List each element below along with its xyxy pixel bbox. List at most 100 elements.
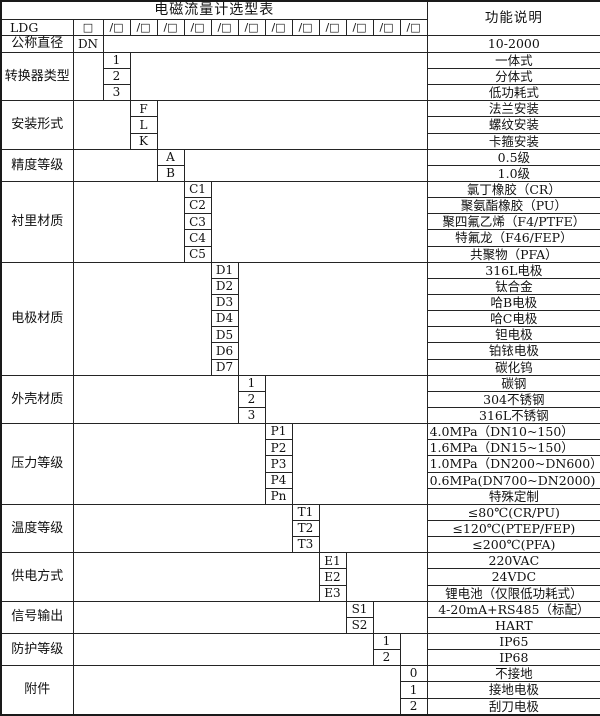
section-label: 衬里材质 (0, 181, 74, 263)
table-row: 安装形式 F 法兰安装 (0, 100, 600, 150)
section-label: 附件 (0, 665, 74, 716)
table-row: C2 聚氨酯橡胶（PU） (1, 197, 600, 215)
table-row: 3 316L不锈钢 (1, 406, 600, 425)
code-cell: L (129, 116, 158, 134)
empty-cell (72, 665, 401, 716)
description-cell: 铂铱电极 (426, 342, 600, 360)
description-cell: 特氟龙（F46/FEP） (426, 229, 600, 247)
table-row: 转换器类型 1 一体式 (0, 51, 600, 102)
description-cell: 哈C电极 (426, 310, 600, 328)
code-cell: 2 (102, 68, 131, 86)
description-cell: 特殊定制 (426, 487, 600, 505)
table-row: P2 1.6MPa（DN15~150） (1, 439, 600, 457)
empty-cell (72, 374, 239, 425)
section-label: 转换器类型 (0, 51, 74, 102)
description-cell: 氯丁橡胶（CR） (426, 180, 600, 199)
section-label: 信号输出 (0, 600, 74, 634)
table-row: T2 ≤120℃(PTEP/FEP) (1, 519, 600, 538)
empty-cell (291, 423, 428, 505)
description-cell: 分体式 (426, 68, 600, 86)
description-cell: 接地电极 (426, 681, 600, 699)
section-label: 公称直径 (0, 35, 74, 53)
table-row: 衬里材质 C1 氯丁橡胶（CR） (0, 180, 600, 263)
description-cell: 低功耗式 (426, 84, 600, 102)
code-cell: 0 (399, 665, 428, 683)
code-cell: C1 (183, 180, 212, 199)
empty-cell (72, 632, 374, 667)
code-cell: Pn (264, 487, 293, 505)
table-row: C3 聚四氟乙烯（F4/PTFE） (1, 213, 600, 231)
code-cell: T3 (291, 536, 320, 554)
code-cell: P4 (264, 471, 293, 489)
description-cell: IP68 (426, 649, 600, 667)
description-cell: 10-2000 (426, 35, 600, 53)
description-cell: 哈B电极 (426, 293, 600, 312)
code-cell: E1 (318, 552, 347, 570)
section-label: 防护等级 (0, 632, 74, 667)
table-row: 供电方式 E1 220VAC (0, 552, 600, 602)
description-cell: 锂电池（仅限低功耗式） (426, 584, 600, 602)
code-cell: S2 (345, 616, 374, 634)
code-cell: C5 (183, 245, 212, 263)
table-row: 附件 0 不接地 (0, 665, 600, 716)
description-cell: 1.0MPa（DN200~DN600） (426, 455, 600, 473)
code-cell: E3 (318, 584, 347, 602)
code-cell: E2 (318, 568, 347, 586)
table-row: D6 铂铱电极 (1, 342, 600, 360)
empty-cell (72, 148, 158, 183)
description-cell: ≤80℃(CR/PU) (426, 503, 600, 521)
section-label: 安装形式 (0, 100, 74, 150)
table-row: D7 碳化钨 (1, 358, 600, 376)
empty-cell (345, 552, 428, 602)
description-cell: 聚四氟乙烯（F4/PTFE） (426, 213, 600, 231)
empty-cell (372, 600, 428, 634)
empty-cell (399, 632, 428, 667)
code-cell: 3 (102, 84, 131, 102)
description-cell: 1.6MPa（DN15~150） (426, 439, 600, 457)
table-row: E2 24VDC (1, 568, 600, 586)
model-slash-box-cell: /□ (345, 18, 374, 37)
table-title: 电磁流量计选型表 (0, 0, 428, 20)
code-cell: C2 (183, 197, 212, 215)
empty-cell (156, 100, 428, 150)
code-cell: D7 (210, 358, 239, 376)
description-cell: 1.0级 (426, 164, 600, 183)
section-label: 供电方式 (0, 552, 74, 602)
table-row: C5 共聚物（PFA） (1, 245, 600, 263)
code-cell: D1 (210, 261, 239, 279)
description-cell: 316L电极 (426, 261, 600, 279)
model-slash-box-cell: /□ (102, 18, 131, 37)
description-cell: 碳化钨 (426, 358, 600, 376)
code-cell: 1 (237, 374, 266, 392)
description-cell: 共聚物（PFA） (426, 245, 600, 263)
empty-cell (72, 600, 347, 634)
model-slash-box-cell: /□ (183, 18, 212, 37)
function-column-header: 功能说明 (426, 0, 600, 37)
model-prefix-label: LDG (0, 18, 74, 37)
empty-cell (210, 181, 428, 263)
description-cell: ≤120℃(PTEP/FEP) (426, 519, 600, 538)
code-cell: K (129, 132, 158, 150)
description-cell: 一体式 (426, 51, 600, 70)
code-cell: 2 (399, 697, 428, 716)
description-cell: 刮刀电极 (426, 697, 600, 716)
empty-cell (129, 51, 428, 102)
code-cell: C4 (183, 229, 212, 247)
table-row: 防护等级 1 IP65 (0, 632, 600, 667)
description-cell: 聚氨酯橡胶（PU） (426, 197, 600, 215)
description-cell: IP65 (426, 632, 600, 651)
table-row: C4 特氟龙（F46/FEP） (1, 229, 600, 247)
empty-cell (72, 261, 212, 376)
section-label: 电极材质 (0, 261, 74, 376)
description-cell: HART (426, 616, 600, 634)
description-cell: 卡箍安装 (426, 132, 600, 150)
table-row: 公称直径 DN 10-2000 (0, 35, 600, 53)
description-cell: 法兰安装 (426, 100, 600, 118)
table-row: E3 锂电池（仅限低功耗式） (1, 584, 600, 602)
empty-cell (72, 423, 266, 505)
code-cell: 1 (399, 681, 428, 699)
model-slash-box-cell: /□ (264, 18, 293, 37)
code-cell: T1 (291, 503, 320, 521)
code-cell: 2 (372, 649, 401, 667)
table-row: 2 刮刀电极 (1, 697, 600, 716)
